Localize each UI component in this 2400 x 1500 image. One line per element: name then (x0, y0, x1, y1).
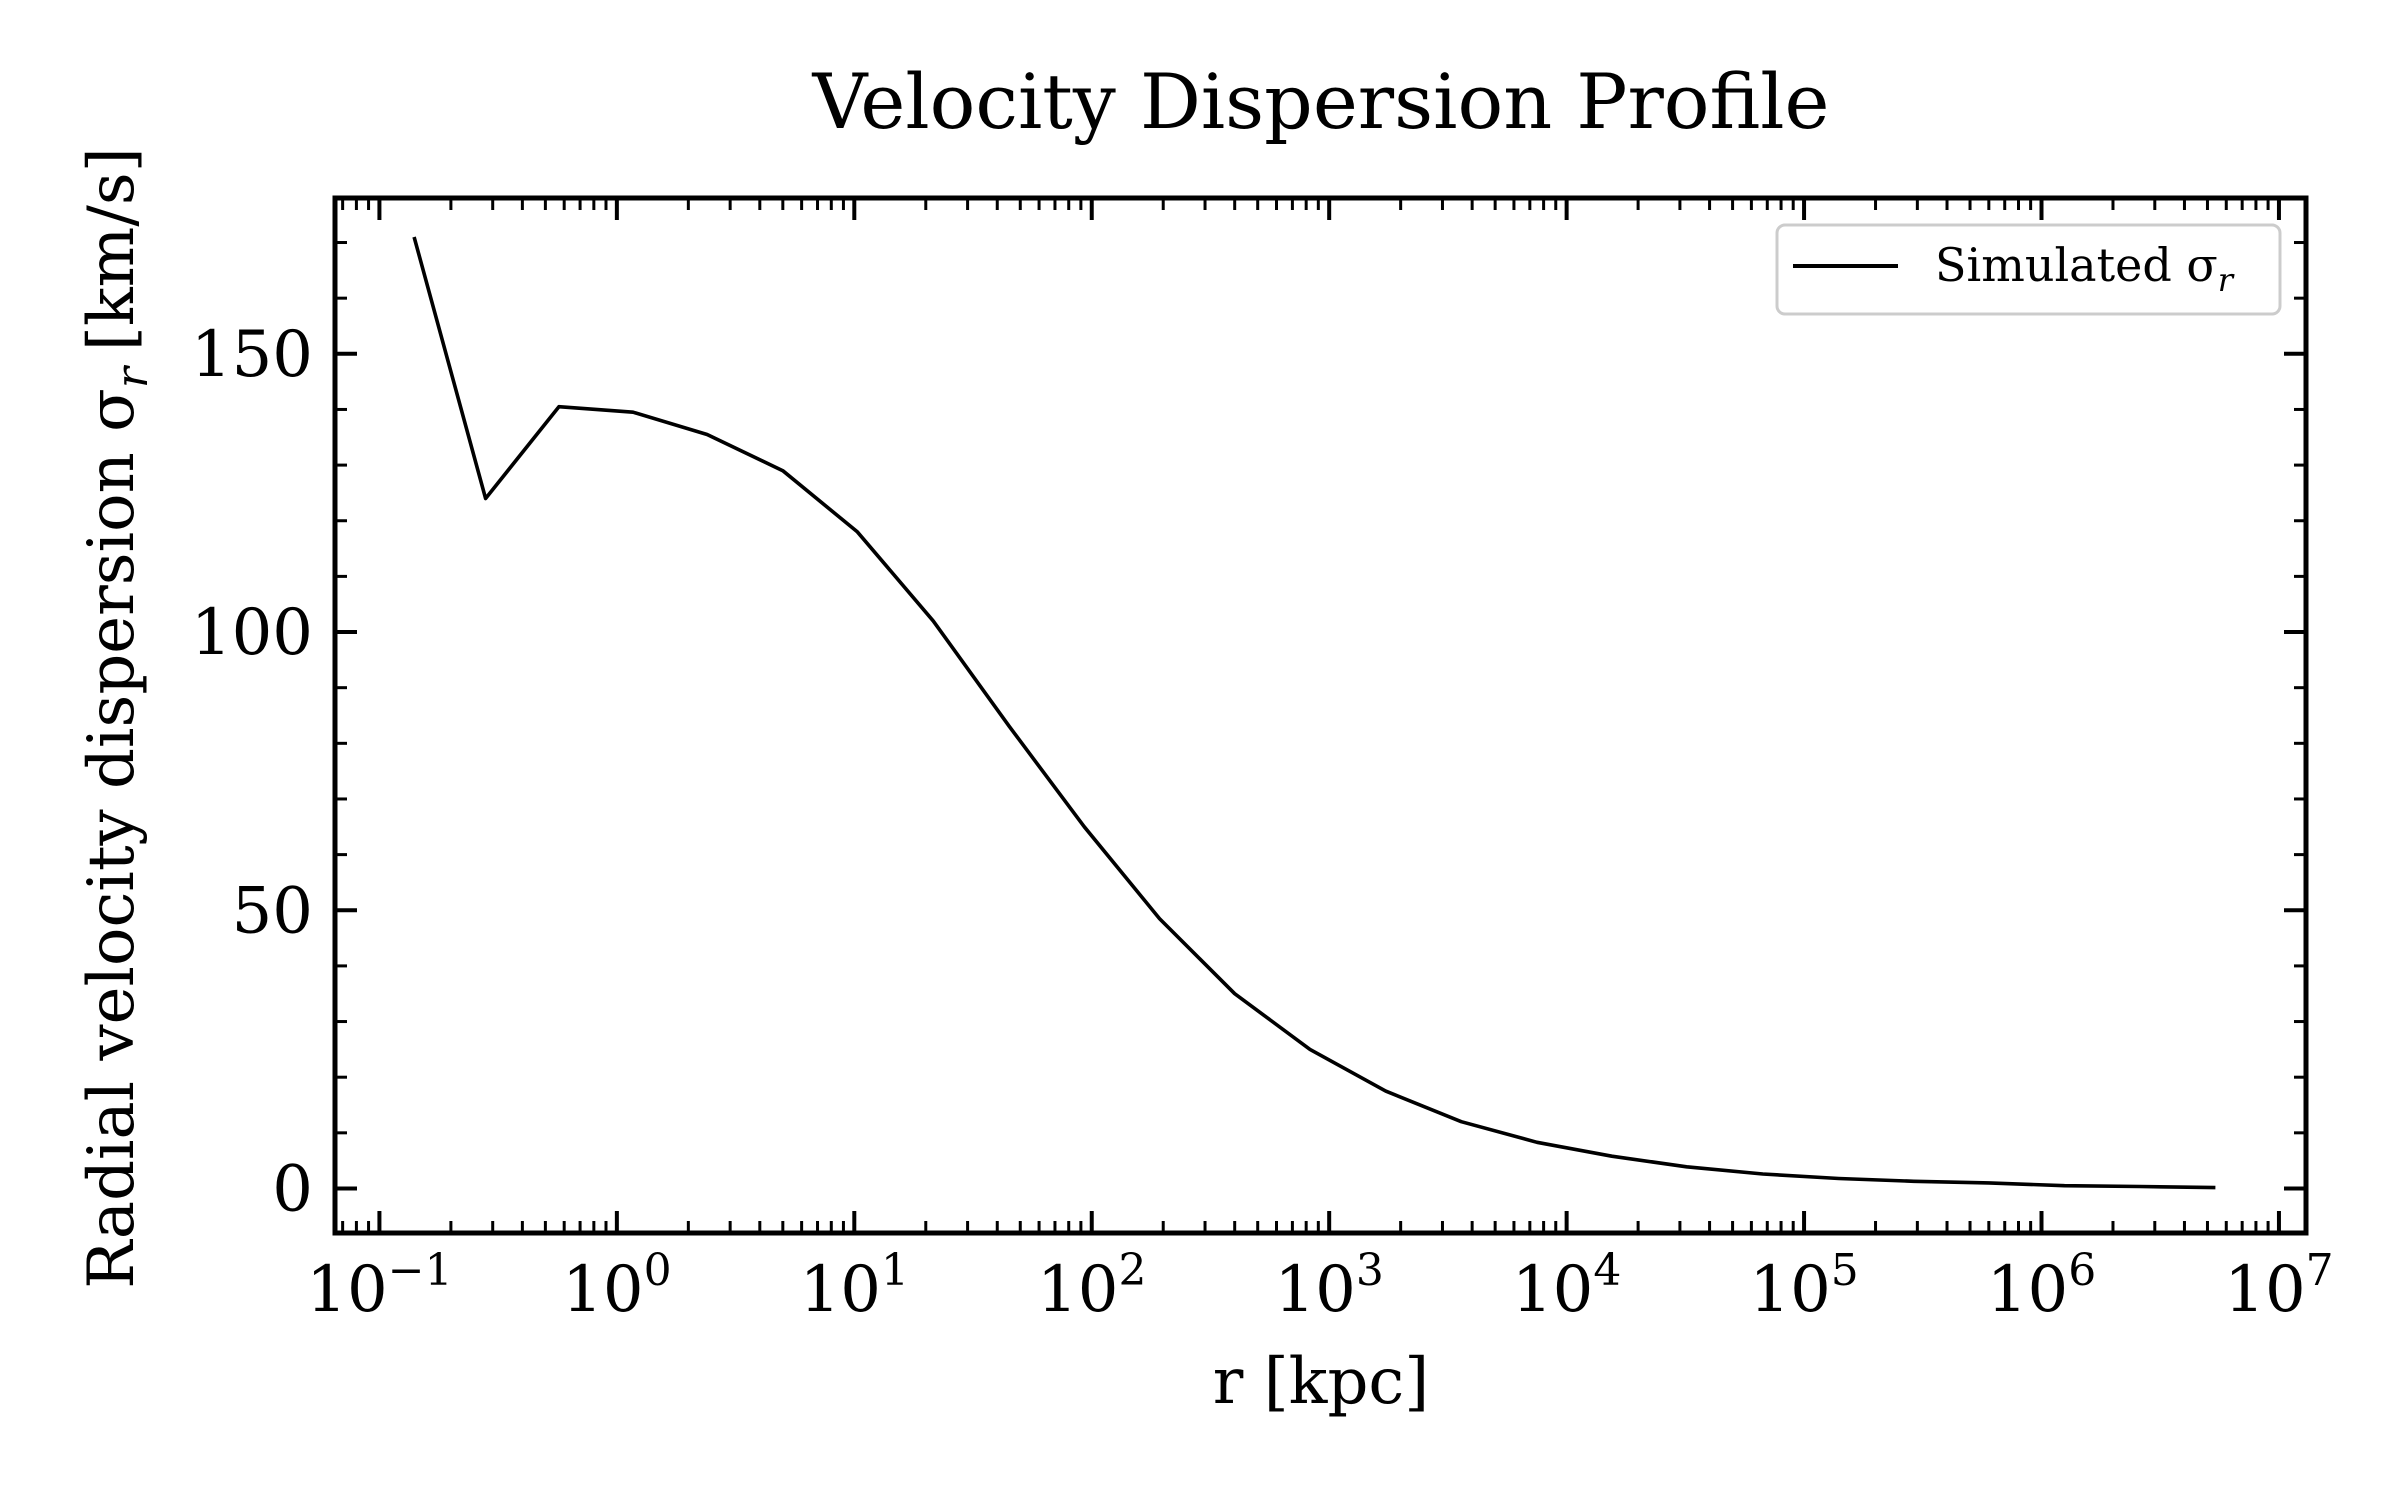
y-tick-label: 50 (232, 874, 313, 948)
x-tick-label-base: 10 (1987, 1253, 2068, 1327)
y-tick-label: 100 (191, 596, 313, 670)
x-tick-label-base: 10 (2224, 1253, 2305, 1327)
plot-frame (332, 195, 2309, 1236)
x-tick-label-exponent: −1 (388, 1245, 453, 1296)
x-tick-label-base: 10 (306, 1253, 387, 1327)
x-tick-label: 104 (1512, 1245, 1621, 1327)
plot-area (412, 236, 2216, 1190)
x-tick-label: 107 (2224, 1245, 2333, 1327)
x-tick-label-base: 10 (1512, 1253, 1593, 1327)
chart-title: Velocity Dispersion Profile (811, 57, 1829, 146)
x-tick-label-exponent: 1 (881, 1245, 909, 1296)
x-tick-label-exponent: 0 (644, 1245, 672, 1296)
x-tick-label: 105 (1749, 1245, 1858, 1327)
x-tick-label-base: 10 (800, 1253, 881, 1327)
x-tick-label-exponent: 5 (1831, 1245, 1859, 1296)
x-tick-label: 100 (562, 1245, 671, 1327)
x-tick-label-exponent: 6 (2068, 1245, 2096, 1296)
legend: Simulated σr (1775, 223, 2282, 316)
legend-label-main: Simulated σ (1935, 238, 2218, 292)
x-tick-label-base: 10 (562, 1253, 643, 1327)
x-tick-label-exponent: 4 (1593, 1245, 1621, 1296)
series-line-simulated-sigma-r (412, 236, 2216, 1190)
x-tick-label: 106 (1987, 1245, 2096, 1327)
legend-box (1775, 223, 2282, 316)
y-axis-label-subscript: r (107, 364, 158, 388)
x-axis-label: r [kpc] (1213, 1345, 1429, 1419)
x-tick-label: 10−1 (306, 1245, 452, 1327)
x-tick-label-base: 10 (1274, 1253, 1355, 1327)
y-axis-label-main: Radial velocity dispersion σ (75, 388, 149, 1289)
major-ticks (335, 198, 2306, 1233)
legend-label-subscript: r (2218, 261, 2235, 299)
x-tick-label-exponent: 7 (2306, 1245, 2334, 1296)
y-tick-label: 150 (191, 318, 313, 392)
legend-label: Simulated σr (1935, 238, 2235, 299)
x-tick-label: 101 (800, 1245, 909, 1327)
x-tick-label-base: 10 (1749, 1253, 1830, 1327)
y-tick-label: 0 (272, 1152, 313, 1226)
x-tick-label: 103 (1274, 1245, 1383, 1327)
y-axis-label-unit: [km/s] (75, 147, 149, 351)
minor-ticks (335, 198, 2306, 1233)
x-tick-label-exponent: 3 (1356, 1245, 1384, 1296)
y-axis-label: Radial velocity dispersion σr [km/s] (75, 147, 158, 1288)
x-tick-label: 102 (1037, 1245, 1146, 1327)
x-tick-label-base: 10 (1037, 1253, 1118, 1327)
x-tick-label-exponent: 2 (1118, 1245, 1146, 1296)
